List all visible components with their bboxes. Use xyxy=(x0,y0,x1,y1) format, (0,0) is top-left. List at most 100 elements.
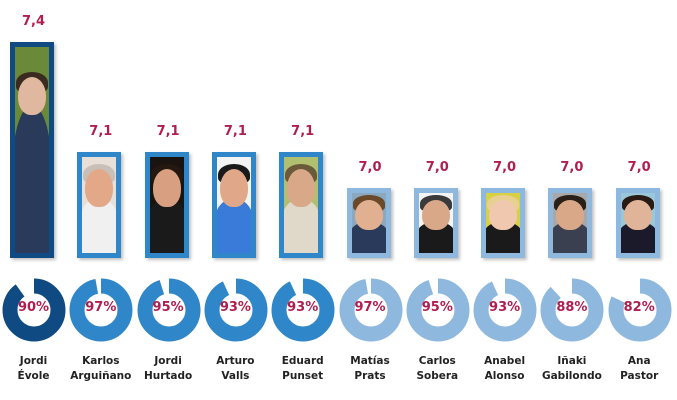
score-label: 7,1 xyxy=(156,124,180,139)
score-bar xyxy=(481,188,526,258)
person-column: 7,0 93% Anabel Alonso xyxy=(471,0,538,400)
portrait-photo xyxy=(216,157,251,253)
person-name: Arturo Valls xyxy=(202,354,269,384)
donut-arc xyxy=(69,278,133,342)
first-name: Iñaki xyxy=(557,355,587,367)
first-name: Anabel xyxy=(484,355,526,367)
donut-arc xyxy=(406,278,470,342)
score-label: 7,0 xyxy=(560,160,584,175)
person-column: 7,0 88% Iñaki Gabilondo xyxy=(538,0,605,400)
donut-arc xyxy=(2,278,66,342)
donut-chart xyxy=(69,278,133,342)
score-label: 7,0 xyxy=(425,160,449,175)
person-name: Jordi Évole xyxy=(0,354,67,384)
person-name: Anabel Alonso xyxy=(471,354,538,384)
percent-label: 95% xyxy=(152,300,184,315)
first-name: Eduard xyxy=(281,355,324,367)
percent-label: 93% xyxy=(219,300,251,315)
last-name: Sobera xyxy=(416,370,459,382)
donut-arc xyxy=(204,278,268,342)
person-column: 7,0 82% Ana Pastor xyxy=(606,0,673,400)
portrait-photo xyxy=(284,157,319,253)
score-label: 7,4 xyxy=(21,14,46,29)
percent-label: 93% xyxy=(287,300,319,315)
donut-arc xyxy=(608,278,672,342)
last-name: Valls xyxy=(221,370,250,382)
score-label: 7,0 xyxy=(627,160,651,175)
score-label: 7,0 xyxy=(358,160,382,175)
person-name: Jordi Hurtado xyxy=(135,354,202,384)
donut-chart xyxy=(540,278,604,342)
score-bar xyxy=(413,188,458,258)
first-name: Arturo xyxy=(216,355,255,367)
last-name: Pastor xyxy=(620,370,659,382)
last-name: Hurtado xyxy=(143,370,193,382)
score-bar xyxy=(77,152,122,258)
last-name: Alonso xyxy=(484,370,525,382)
donut-arc xyxy=(339,278,402,342)
person-name: Karlos Arguiñano xyxy=(67,354,134,384)
person-column: 7,0 97% Matías Prats xyxy=(337,0,404,400)
person-name: Iñaki Gabilondo xyxy=(538,354,605,384)
person-column: 7,1 95% Jordi Hurtado xyxy=(135,0,202,400)
score-bar xyxy=(346,188,391,258)
donut-chart xyxy=(2,278,66,342)
score-bar xyxy=(548,188,593,258)
percent-label: 95% xyxy=(421,300,453,315)
person-name: Eduard Punset xyxy=(269,354,336,384)
portrait-photo xyxy=(553,193,588,253)
person-name: Carlos Sobera xyxy=(404,354,471,384)
percent-label: 93% xyxy=(489,300,521,315)
portrait-photo xyxy=(149,157,184,253)
portrait-photo xyxy=(351,193,386,253)
donut-chart xyxy=(473,278,537,342)
percent-label: 82% xyxy=(623,300,655,315)
person-name: Ana Pastor xyxy=(606,354,673,384)
first-name: Ana xyxy=(627,355,651,367)
donut-arc xyxy=(473,278,537,342)
score-label: 7,1 xyxy=(89,124,113,139)
percent-label: 90% xyxy=(17,300,50,315)
first-name: Matías xyxy=(350,355,390,367)
donut-chart xyxy=(271,278,335,342)
score-bar xyxy=(279,152,324,258)
person-column: 7,4 90% Jordi Évole xyxy=(0,0,67,400)
portrait-photo xyxy=(82,157,117,253)
donut-chart xyxy=(608,278,672,342)
donut-arc xyxy=(540,278,604,342)
score-bar xyxy=(211,152,256,258)
person-column: 7,0 95% Carlos Sobera xyxy=(404,0,471,400)
portrait-photo xyxy=(15,47,49,253)
donut-chart xyxy=(339,278,402,342)
donut-arc xyxy=(271,278,335,342)
score-label: 7,0 xyxy=(493,160,517,175)
person-column: 7,1 93% Arturo Valls xyxy=(202,0,269,400)
first-name: Carlos xyxy=(418,355,456,367)
first-name: Jordi xyxy=(19,355,48,367)
portrait-photo xyxy=(620,193,655,253)
percent-label: 88% xyxy=(556,300,588,315)
portrait-photo xyxy=(486,193,521,253)
last-name: Arguiñano xyxy=(70,370,132,382)
score-bar xyxy=(10,42,54,258)
donut-chart xyxy=(204,278,268,342)
score-label: 7,1 xyxy=(291,124,315,139)
score-bar xyxy=(615,188,660,258)
person-column: 7,1 93% Eduard Punset xyxy=(269,0,336,400)
donut-chart xyxy=(406,278,470,342)
donut-chart xyxy=(137,278,201,342)
person-column: 7,1 97% Karlos Arguiñano xyxy=(67,0,134,400)
first-name: Jordi xyxy=(154,355,182,367)
percent-label: 97% xyxy=(354,300,386,315)
last-name: Punset xyxy=(282,370,324,382)
person-name: Matías Prats xyxy=(337,354,404,384)
first-name: Karlos xyxy=(82,355,120,367)
score-label: 7,1 xyxy=(223,124,247,139)
donut-arc xyxy=(137,278,201,342)
portrait-photo xyxy=(418,193,453,253)
last-name: Évole xyxy=(17,370,50,382)
percent-label: 97% xyxy=(85,300,117,315)
last-name: Gabilondo xyxy=(541,370,602,382)
score-bar xyxy=(144,152,189,258)
last-name: Prats xyxy=(354,370,386,382)
